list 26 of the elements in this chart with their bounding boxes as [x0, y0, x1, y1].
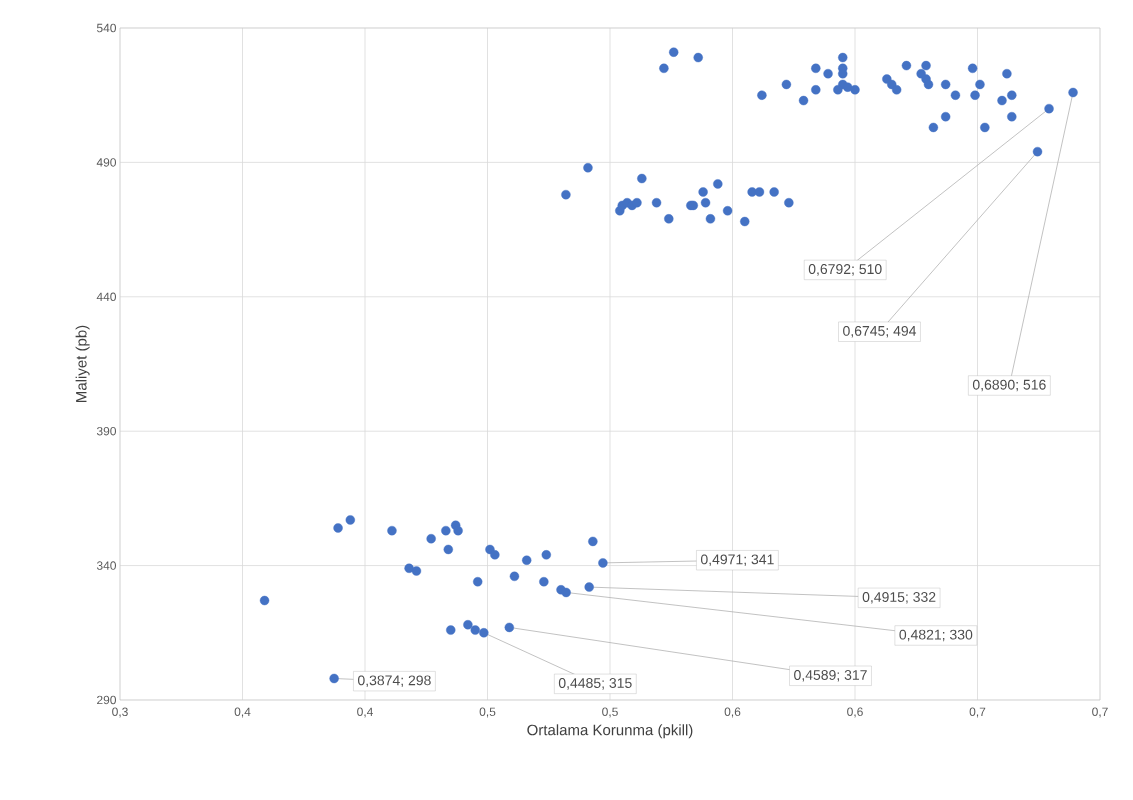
x-tick-label: 0,7	[969, 707, 986, 718]
x-tick-label: 0,4	[357, 707, 373, 718]
x-tick-label: 0,6	[724, 707, 741, 718]
x-axis-title: Ortalama Korunma (pkill)	[527, 724, 693, 739]
annotation: 0,4821; 330	[899, 629, 973, 642]
annotation: 0,4971; 341	[700, 554, 774, 566]
x-tick-label: 0,7	[1092, 707, 1108, 718]
y-tick-label: 540	[96, 23, 117, 33]
y-tick-label: 440	[96, 292, 117, 302]
y-tick-label: 490	[96, 158, 117, 167]
annotation: 0,6745; 494	[843, 325, 917, 338]
y-axis-title: Maliyet (pb)	[75, 325, 90, 402]
x-tick-label: 0,5	[602, 707, 618, 718]
y-tick-label: 390	[96, 426, 117, 436]
x-tick-label: 0,6	[847, 707, 863, 718]
x-tick-label: 0,3	[112, 707, 128, 718]
annotation: 0,6890; 516	[972, 379, 1046, 392]
annotation: 0,3874; 298	[357, 675, 431, 687]
y-tick-label: 290	[97, 695, 117, 705]
annotation: 0,4485; 315	[558, 678, 632, 690]
x-tick-label: 0,4	[234, 707, 251, 718]
x-tick-label: 0,5	[479, 707, 496, 718]
annotation: 0,6792; 510	[808, 264, 882, 276]
annotation: 0,4589; 317	[794, 670, 867, 682]
y-tick-label: 340	[96, 561, 117, 570]
annotation: 0,4915; 332	[862, 592, 936, 604]
